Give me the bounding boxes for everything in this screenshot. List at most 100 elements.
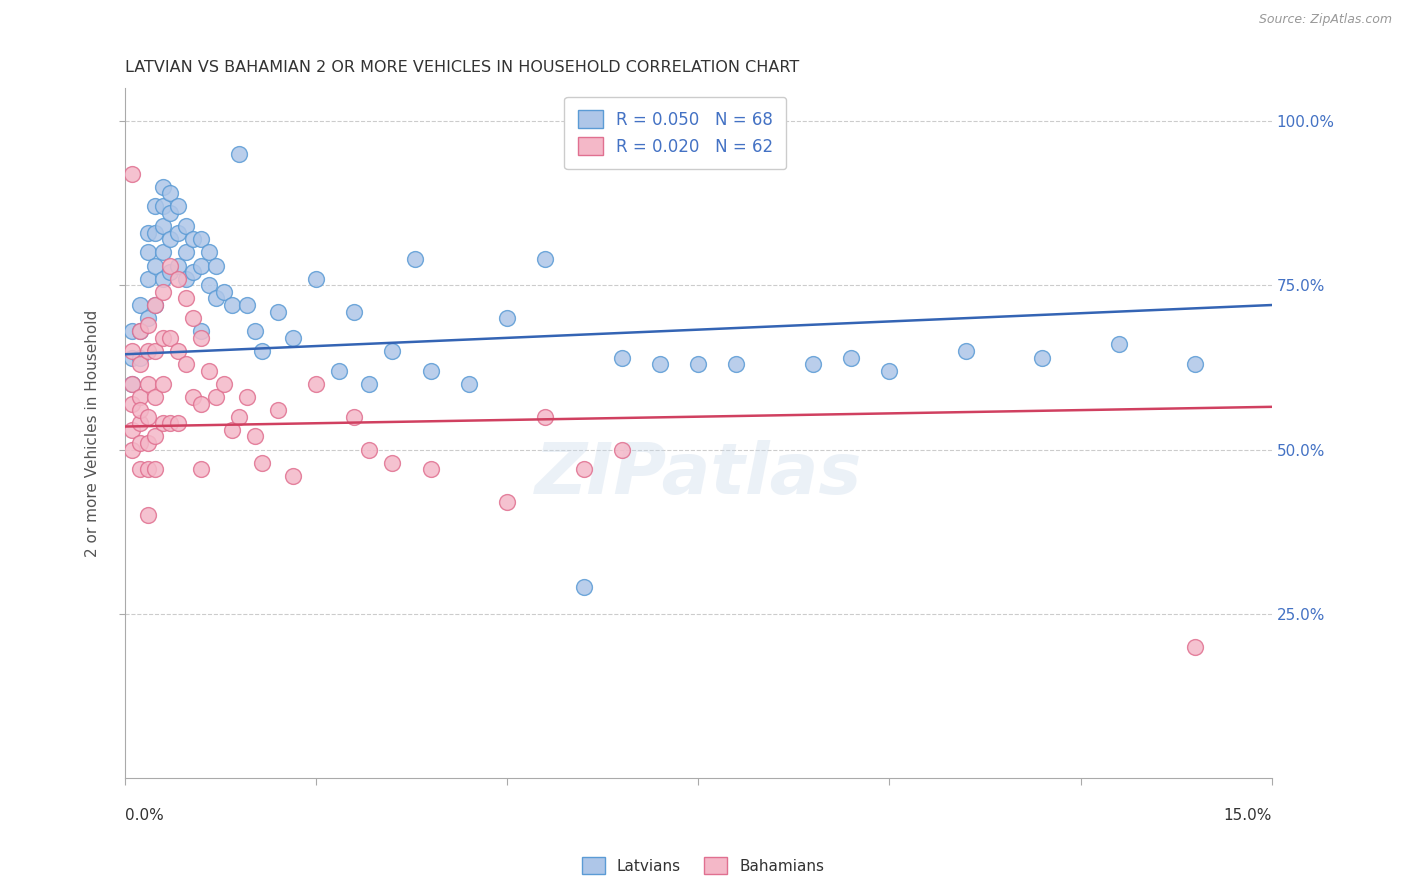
Point [159,206,181,220]
Point [152,271,174,285]
Point [167,259,190,273]
Point [419,462,441,476]
Point [359,376,381,391]
Point [205,292,228,306]
Text: 0.0%: 0.0% [125,808,163,823]
Point [183,311,205,326]
Point [174,271,197,285]
Text: Source: ZipAtlas.com: Source: ZipAtlas.com [1258,13,1392,27]
Point [121,343,143,358]
Point [1031,351,1053,365]
Point [143,199,166,213]
Point [167,226,190,240]
Point [266,304,288,318]
Point [243,429,266,443]
Point [174,292,197,306]
Point [572,462,595,476]
Point [167,271,190,285]
Point [305,376,328,391]
Y-axis label: 2 or more Vehicles in Household: 2 or more Vehicles in Household [86,310,100,557]
Point [143,429,166,443]
Point [404,252,426,266]
Point [152,179,174,194]
Point [136,508,159,523]
Point [1184,640,1206,654]
Point [610,442,633,457]
Point [236,298,259,312]
Point [121,351,143,365]
Point [129,351,152,365]
Text: ZIPatlas: ZIPatlas [534,440,862,509]
Point [129,416,152,430]
Point [143,298,166,312]
Point [136,226,159,240]
Point [121,376,143,391]
Point [152,219,174,234]
Point [129,357,152,371]
Point [328,364,350,378]
Point [167,199,190,213]
Point [136,376,159,391]
Point [648,357,671,371]
Point [955,343,977,358]
Point [152,416,174,430]
Point [129,462,152,476]
Point [159,232,181,246]
Point [121,442,143,457]
Point [236,390,259,404]
Point [174,245,197,260]
Point [534,409,557,424]
Point [419,364,441,378]
Point [136,311,159,326]
Text: 15.0%: 15.0% [1223,808,1272,823]
Point [136,318,159,332]
Point [129,324,152,338]
Point [152,199,174,213]
Point [281,468,304,483]
Point [136,245,159,260]
Point [159,259,181,273]
Point [167,416,190,430]
Point [174,219,197,234]
Point [136,409,159,424]
Point [381,343,404,358]
Point [183,232,205,246]
Point [174,357,197,371]
Point [343,304,366,318]
Point [252,343,274,358]
Point [381,456,404,470]
Point [1108,337,1130,351]
Point [136,343,159,358]
Point [221,298,243,312]
Point [725,357,748,371]
Point [496,495,519,509]
Point [266,403,288,417]
Point [1184,357,1206,371]
Point [143,390,166,404]
Point [121,396,143,410]
Point [129,390,152,404]
Point [190,462,212,476]
Point [228,409,250,424]
Point [159,331,181,345]
Point [152,245,174,260]
Point [136,436,159,450]
Point [129,403,152,417]
Legend: R = 0.050   N = 68, R = 0.020   N = 62: R = 0.050 N = 68, R = 0.020 N = 62 [564,96,786,169]
Point [281,331,304,345]
Point [205,390,228,404]
Point [688,357,710,371]
Point [190,259,212,273]
Point [143,259,166,273]
Point [121,324,143,338]
Point [159,416,181,430]
Point [190,324,212,338]
Point [534,252,557,266]
Point [197,364,219,378]
Point [190,232,212,246]
Point [305,271,328,285]
Point [129,436,152,450]
Point [190,331,212,345]
Point [572,581,595,595]
Point [243,324,266,338]
